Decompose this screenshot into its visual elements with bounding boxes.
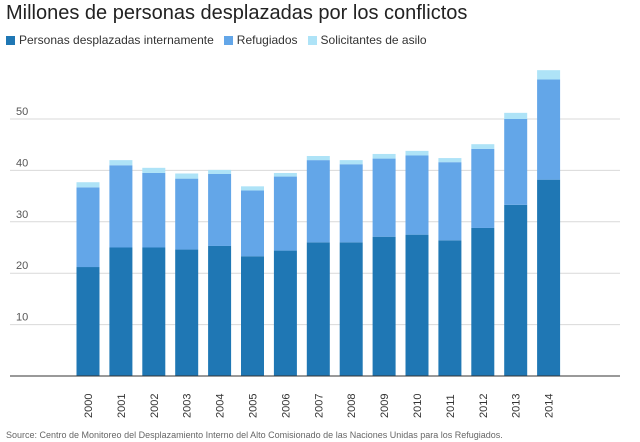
- bar-2010-series-0: [405, 234, 429, 376]
- bar-2005-series-1: [241, 190, 264, 257]
- legend-swatch-refugiados: [223, 35, 233, 45]
- bar-2008-series-1: [339, 164, 363, 243]
- x-tick-label-2002: 2002: [149, 394, 161, 418]
- x-tick-label-2004: 2004: [215, 394, 227, 418]
- bar-2012-series-2: [471, 144, 495, 149]
- bar-2014-series-0: [537, 179, 561, 376]
- bar-2006-series-1: [273, 176, 297, 251]
- bar-2007-series-1: [306, 160, 330, 243]
- bar-2010-series-2: [405, 150, 429, 156]
- bar-2004-series-2: [208, 169, 232, 174]
- bar-2002-series-0: [142, 247, 166, 376]
- bar-2003-series-0: [175, 249, 199, 376]
- bar-2001-series-0: [109, 247, 133, 376]
- bar-2008-series-0: [339, 242, 363, 376]
- x-tick-label-2010: 2010: [412, 394, 424, 418]
- y-tick-label-30: 30: [16, 209, 28, 221]
- y-tick-label-20: 20: [16, 260, 28, 272]
- legend-label-refugiados: Refugiados: [236, 33, 298, 47]
- bar-2003-series-2: [175, 173, 199, 179]
- bar-2006-series-0: [273, 250, 297, 376]
- bar-2012-series-1: [471, 148, 495, 228]
- bar-2005-series-2: [241, 186, 264, 191]
- bar-2008-series-2: [339, 160, 363, 165]
- bar-2001-series-2: [109, 160, 133, 166]
- x-tick-label-2005: 2005: [248, 394, 260, 418]
- bar-2010-series-1: [405, 155, 429, 235]
- x-tick-label-2014: 2014: [544, 394, 556, 418]
- bar-2013-series-1: [504, 119, 528, 205]
- chart-title: Millones de personas desplazadas por los…: [6, 2, 468, 24]
- x-tick-label-2001: 2001: [116, 394, 128, 418]
- bar-2014-series-1: [537, 79, 561, 180]
- bar-2011-series-2: [438, 158, 462, 163]
- bar-2004-series-0: [208, 245, 232, 376]
- bar-2007-series-2: [306, 156, 330, 161]
- bar-2011-series-1: [438, 162, 462, 241]
- x-tick-label-2013: 2013: [511, 394, 523, 418]
- bar-2003-series-1: [175, 178, 199, 250]
- legend-swatch-desplazados: [6, 35, 15, 45]
- bar-2002-series-2: [142, 167, 166, 173]
- bar-2011-series-0: [438, 240, 462, 376]
- x-tick-label-2011: 2011: [445, 394, 457, 418]
- bar-2009-series-1: [372, 158, 396, 237]
- legend-item-solicitantes: Solicitantes de asilo: [307, 33, 427, 47]
- legend: Personas desplazadas internamente Refugi…: [6, 33, 437, 47]
- legend-label-desplazados: Personas desplazadas internamente: [19, 33, 214, 47]
- x-tick-label-2009: 2009: [379, 394, 391, 418]
- bar-2007-series-0: [306, 242, 330, 376]
- bar-2001-series-1: [109, 165, 133, 248]
- bar-2009-series-2: [372, 153, 396, 159]
- y-tick-label-40: 40: [16, 157, 28, 169]
- bar-2013-series-0: [504, 204, 528, 376]
- bar-2000-series-0: [76, 267, 100, 376]
- x-tick-label-2003: 2003: [182, 394, 194, 418]
- bar-2004-series-1: [208, 173, 232, 246]
- bar-2000-series-1: [76, 187, 100, 268]
- bar-2013-series-2: [504, 112, 528, 119]
- x-tick-label-2007: 2007: [313, 394, 325, 418]
- x-tick-label-2008: 2008: [346, 394, 358, 418]
- bar-2000-series-2: [76, 182, 100, 188]
- bar-2012-series-0: [471, 227, 495, 376]
- y-tick-label-50: 50: [16, 106, 28, 118]
- legend-item-desplazados: Personas desplazadas internamente: [6, 33, 214, 47]
- bar-2002-series-1: [142, 172, 166, 248]
- bar-2005-series-0: [241, 256, 264, 376]
- legend-swatch-solicitantes: [307, 35, 317, 45]
- legend-item-refugiados: Refugiados: [223, 33, 298, 47]
- source-note: Source: Centro de Monitoreo del Desplaza…: [6, 430, 503, 440]
- bar-2006-series-2: [273, 172, 297, 177]
- legend-label-solicitantes: Solicitantes de asilo: [320, 33, 427, 47]
- x-tick-label-2006: 2006: [280, 394, 292, 418]
- y-tick-label-10: 10: [16, 312, 28, 324]
- bar-2009-series-0: [372, 236, 396, 376]
- x-tick-label-2012: 2012: [478, 394, 490, 418]
- x-tick-label-2000: 2000: [83, 394, 95, 418]
- bar-2014-series-2: [537, 70, 561, 80]
